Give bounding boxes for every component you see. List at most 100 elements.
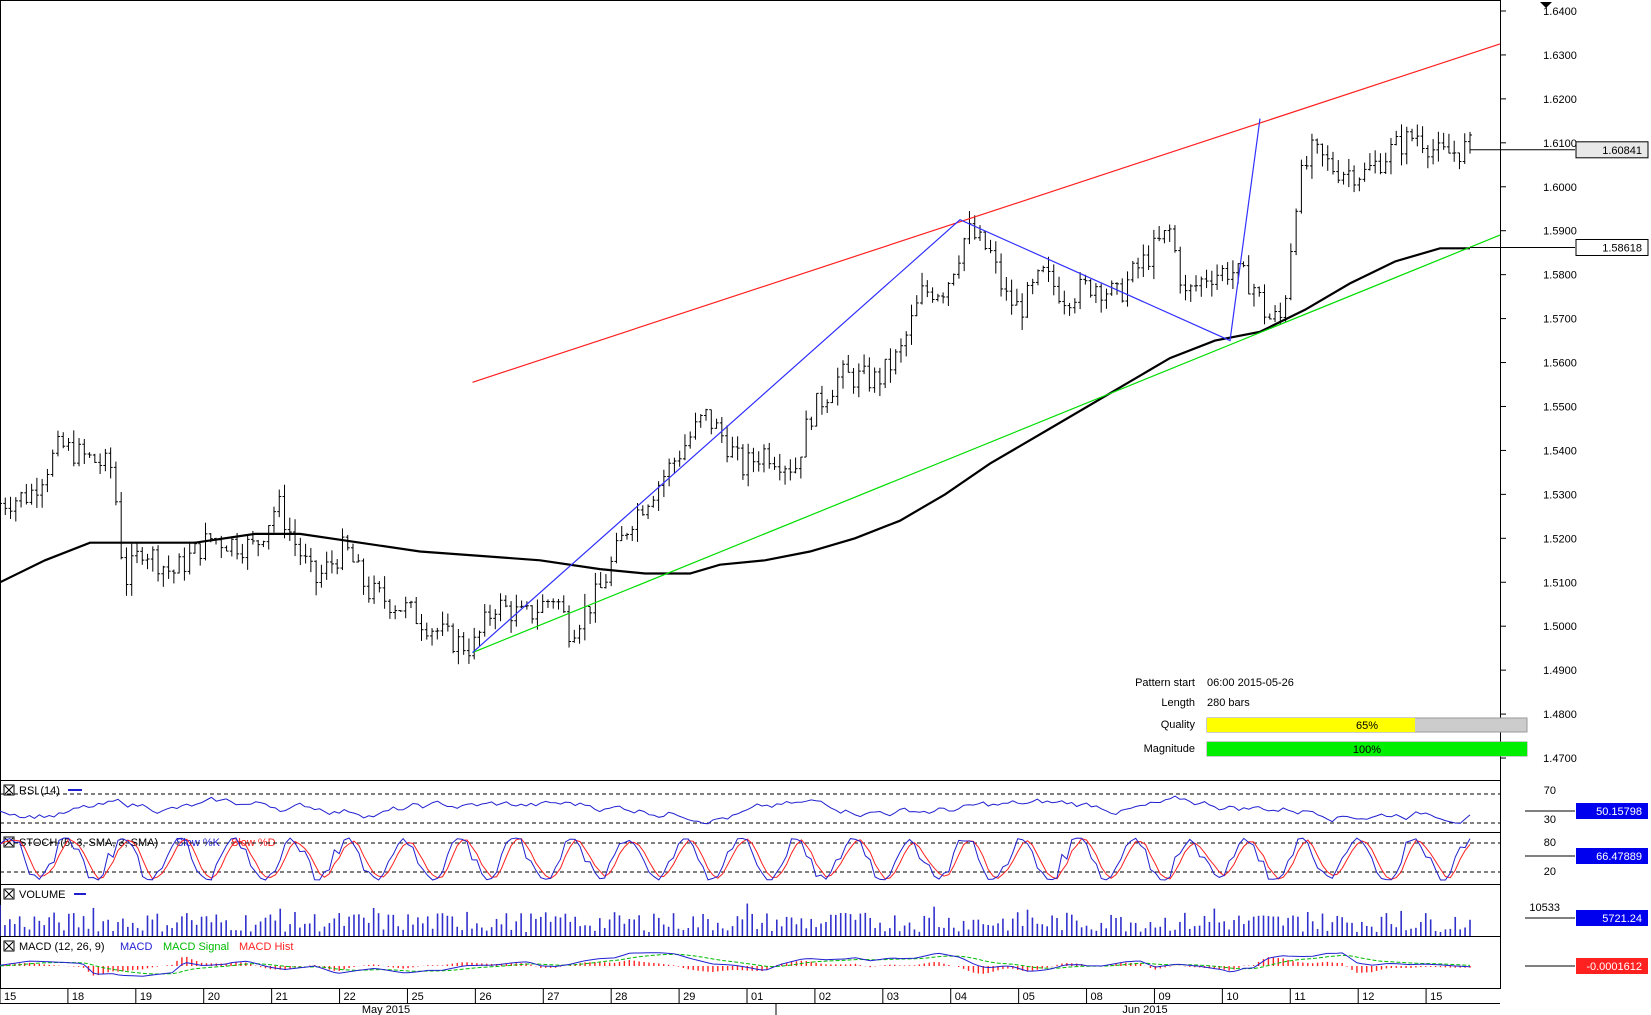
macd-signal-line	[0, 953, 1471, 975]
support-trendline	[472, 234, 1501, 654]
price-tick-label: 1.4800	[1543, 709, 1577, 721]
day-label: 10	[1226, 991, 1238, 1003]
magnitude-value: 100%	[1353, 744, 1381, 756]
volume-close-glyph	[4, 889, 14, 899]
macd-legend-hist: MACD Hist	[239, 941, 293, 953]
price-tick-label: 1.5600	[1543, 358, 1577, 370]
day-label: 26	[479, 991, 491, 1003]
macd-title: MACD (12, 26, 9)	[19, 941, 105, 953]
day-label: 05	[1023, 991, 1035, 1003]
quality-label: Quality	[1161, 719, 1196, 731]
quality-bar-fill	[1207, 718, 1415, 732]
stoch-value: 66.47889	[1596, 851, 1642, 863]
month-label: May 2015	[362, 1004, 410, 1015]
day-label: 04	[955, 991, 967, 1003]
scroll-marker-icon[interactable]	[1540, 2, 1552, 8]
day-label: 19	[140, 991, 152, 1003]
macd-legend-signal: MACD Signal	[163, 941, 229, 953]
price-axis: 1.6400 1.6300 1.6200 1.6100 1.6000 1.5900 1.58…	[1500, 6, 1577, 765]
stoch-title: STOCH (5, 3, SMA, 3, SMA)	[19, 837, 158, 849]
day-label: 18	[72, 991, 84, 1003]
resistance-trendline	[472, 43, 1501, 383]
pattern-zigzag	[472, 118, 1261, 654]
volume-panel: VOLUME 10533 5721.24	[0, 888, 1648, 936]
day-label: 20	[208, 991, 220, 1003]
quality-value: 65%	[1356, 720, 1378, 732]
price-tick-label: 1.6300	[1543, 50, 1577, 62]
volume-value-box	[1576, 910, 1648, 926]
rsi-level-30-label: 30	[1544, 814, 1556, 826]
day-label: 29	[683, 991, 695, 1003]
price-tick-label: 1.6000	[1543, 182, 1577, 194]
price-tick-label: 1.4700	[1543, 753, 1577, 765]
stoch-d-line	[0, 838, 1471, 880]
day-label: 12	[1362, 991, 1374, 1003]
day-label: 02	[819, 991, 831, 1003]
magnitude-bar-fill	[1207, 742, 1527, 756]
price-tick-label: 1.5800	[1543, 270, 1577, 282]
day-label: 27	[547, 991, 559, 1003]
price-tick-label: 1.5400	[1543, 445, 1577, 457]
macd-value-box	[1576, 958, 1648, 974]
rsi-value: 50.15798	[1596, 806, 1642, 818]
length-label: Length	[1161, 697, 1195, 709]
rsi-level-70-label: 70	[1544, 785, 1556, 797]
macd-line	[0, 952, 1471, 977]
stoch-panel: STOCH (5, 3, SMA, 3, SMA) Slow %K Slow %…	[0, 836, 1648, 881]
pattern-start-label: Pattern start	[1135, 677, 1195, 689]
volume-value: 5721.24	[1602, 913, 1642, 925]
macd-close-glyph	[4, 941, 14, 951]
price-tick-label: 1.5200	[1543, 533, 1577, 545]
stoch-level-20-label: 20	[1544, 866, 1556, 878]
day-label: 15	[4, 991, 16, 1003]
pattern-info: Pattern start 06:00 2015-05-26 Length 28…	[1135, 677, 1528, 757]
volume-level-label: 10533	[1529, 902, 1560, 914]
month-label: Jun 2015	[1122, 1004, 1167, 1015]
macd-panel: MACD (12, 26, 9) MACD MACD Signal MACD H…	[0, 940, 1648, 977]
day-label: 21	[276, 991, 288, 1003]
macd-legend-macd: MACD	[120, 941, 152, 953]
stoch-value-box	[1576, 848, 1648, 864]
macd-value: -0.0001612	[1586, 961, 1642, 973]
price-tick-label: 1.6100	[1543, 138, 1577, 150]
day-label: 25	[411, 991, 423, 1003]
day-label: 03	[887, 991, 899, 1003]
magnitude-label: Magnitude	[1144, 743, 1195, 755]
ma-price-marker: 1.58618	[1470, 238, 1649, 256]
price-tick-label: 1.6200	[1543, 94, 1577, 106]
price-tick-label: 1.5300	[1543, 489, 1577, 501]
stoch-k-line	[0, 837, 1471, 881]
rsi-line	[0, 795, 1471, 825]
volume-bars	[0, 903, 1471, 936]
stoch-level-80-label: 80	[1544, 837, 1556, 849]
price-tick-label: 1.5900	[1543, 226, 1577, 238]
day-label: 28	[615, 991, 627, 1003]
price-tick-label: 1.5000	[1543, 621, 1577, 633]
day-label: 01	[751, 991, 763, 1003]
day-label: 15	[1430, 991, 1442, 1003]
price-candles	[0, 124, 1472, 665]
last-price-marker: 1.60841	[1470, 141, 1649, 159]
price-tick-label: 1.6400	[1543, 6, 1577, 18]
price-tick-label: 1.5700	[1543, 314, 1577, 326]
price-tick-label: 1.5100	[1543, 577, 1577, 589]
price-tick-label: 1.5500	[1543, 401, 1577, 413]
day-label: 11	[1294, 991, 1305, 1003]
rsi-value-box	[1576, 803, 1648, 819]
rsi-panel: RSI (14) 70 30 50.15798	[0, 784, 1648, 826]
day-label: 08	[1091, 991, 1103, 1003]
volume-title: VOLUME	[19, 889, 65, 901]
time-axis: 15 18 19 20 21 22 25 26 27 28 29 01 02 03 04 05 08 09 10 11…	[0, 988, 1442, 1015]
price-tick-label: 1.4900	[1543, 665, 1577, 677]
moving-average-line	[0, 247, 1470, 584]
rsi-close-glyph	[4, 785, 14, 795]
rsi-title: RSI (14)	[19, 785, 60, 797]
length-value: 280 bars	[1207, 697, 1250, 709]
ma-price-label: 1.58618	[1602, 242, 1642, 254]
last-price-label: 1.60841	[1602, 145, 1642, 157]
day-label: 22	[344, 991, 356, 1003]
pattern-start-value: 06:00 2015-05-26	[1207, 677, 1294, 689]
day-label: 09	[1158, 991, 1170, 1003]
